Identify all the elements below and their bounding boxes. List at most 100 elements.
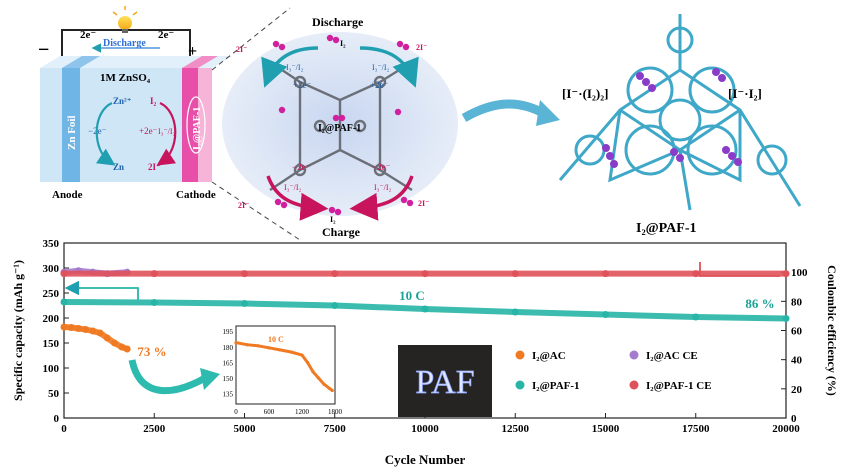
data-point bbox=[331, 302, 339, 309]
data-point bbox=[421, 270, 429, 278]
y-right-tick-label: 20 bbox=[791, 384, 803, 396]
legend-label: I₂@AC CE bbox=[646, 350, 698, 362]
inset-frame bbox=[235, 325, 336, 405]
x-tick-label: 10000 bbox=[411, 423, 439, 435]
inset-data-point bbox=[330, 388, 334, 393]
battery-schematic: 2e⁻ 2e⁻ Discharge − + Zn Foil I₂@PAF-1 1… bbox=[38, 6, 232, 201]
x-tick-label: 5000 bbox=[234, 423, 257, 435]
legend-marker bbox=[629, 380, 639, 390]
x-tick-label: 17500 bbox=[682, 423, 710, 435]
legend-label: I₂@PAF-1 CE bbox=[646, 380, 712, 392]
plus-terminal: + bbox=[188, 43, 197, 60]
inset-data-point bbox=[267, 346, 271, 350]
framework-name: I₂@PAF-1 bbox=[636, 221, 697, 236]
inset-data-point bbox=[278, 348, 282, 352]
led-photo bbox=[398, 345, 492, 417]
mech-2i-bl: 2I⁻ bbox=[238, 201, 249, 210]
data-point bbox=[60, 298, 68, 306]
framework-label-right: [I⁻·I₂] bbox=[728, 86, 762, 101]
mech-2i-br: 2I⁻ bbox=[418, 199, 429, 208]
mech-2i-tl: 2I⁻ bbox=[236, 45, 247, 54]
mech-2i-tr: 2I⁻ bbox=[416, 43, 427, 52]
data-point bbox=[60, 323, 68, 331]
data-point bbox=[602, 270, 609, 278]
data-point bbox=[511, 270, 519, 278]
data-point bbox=[123, 345, 131, 353]
mech-plus2e-right: +2e⁻ bbox=[370, 80, 389, 90]
mech-minus2e-right: −2e⁻ bbox=[372, 162, 391, 172]
legend-marker bbox=[629, 350, 639, 360]
cathode-plus2e-label: +2e⁻ bbox=[139, 126, 158, 136]
mech-i3-i2-tr: I₃⁻/I₂ bbox=[372, 63, 390, 72]
data-point bbox=[60, 270, 68, 278]
x-tick-label: 0 bbox=[61, 423, 67, 435]
y-right-tick-label: 40 bbox=[791, 355, 803, 367]
mechanism-panel: Discharge Charge 2I⁻ 2I⁻ 2I⁻ 2I⁻ I₂ I bbox=[222, 15, 458, 239]
framework-panel: [I⁻·(I₂)₂] [I⁻·I₂] I₂@PAF-1 bbox=[558, 14, 802, 236]
y-left-tick-label: 100 bbox=[43, 363, 60, 375]
inset-data-point bbox=[327, 386, 332, 390]
data-point bbox=[241, 300, 248, 307]
inset-data-point bbox=[311, 370, 315, 374]
legend-marker bbox=[515, 350, 525, 360]
mech-i2-top: I₂ bbox=[340, 39, 346, 48]
data-point bbox=[150, 270, 158, 278]
anode-label: Anode bbox=[52, 189, 83, 201]
y-left-tick-label: 0 bbox=[54, 413, 60, 425]
inset-y-tick-label: 195 bbox=[223, 328, 234, 336]
electrolyte-label: 1M ZnSO₄ bbox=[100, 72, 151, 84]
mechanism-center-label: I₂@PAF-1 bbox=[318, 123, 361, 134]
framework-label-left: [I⁻·(I₂)₂] bbox=[562, 86, 608, 101]
framework-structure bbox=[558, 14, 802, 211]
framework-iodine bbox=[602, 68, 742, 168]
y-left-tick-label: 250 bbox=[43, 288, 60, 300]
inset-data-point bbox=[300, 353, 304, 357]
series-line-0 bbox=[61, 324, 131, 352]
zn2plus-label: Zn²⁺ bbox=[113, 96, 132, 106]
mech-plus2e-left: +2e⁻ bbox=[293, 80, 312, 90]
data-point bbox=[82, 326, 90, 333]
discharge-arrow-right bbox=[359, 46, 419, 88]
data-point bbox=[89, 327, 97, 335]
y-left-tick-label: 50 bbox=[48, 388, 60, 400]
inset-data-point bbox=[316, 376, 321, 380]
inset-data-point bbox=[305, 360, 310, 364]
iodine-molecules bbox=[272, 34, 414, 216]
zn-foil-electrode bbox=[62, 68, 80, 182]
y-left-tick-label: 150 bbox=[43, 338, 60, 350]
legend-label: I₂@AC bbox=[532, 350, 566, 362]
data-point bbox=[782, 315, 790, 322]
inset-pointer-arrow bbox=[128, 359, 207, 395]
x-tick-label: 7500 bbox=[324, 423, 347, 435]
y-right-tick-label: 80 bbox=[791, 296, 803, 308]
x-axis-label: Cycle Number bbox=[385, 452, 466, 467]
retention-ac-label: 73 % bbox=[137, 344, 166, 359]
data-point bbox=[103, 334, 111, 342]
inset-pointer-arrowhead bbox=[200, 368, 220, 390]
data-point bbox=[96, 329, 104, 337]
data-point bbox=[118, 343, 126, 351]
zn-label: Zn bbox=[113, 162, 124, 172]
charge-arrow-left bbox=[266, 175, 329, 221]
transition-arrowhead bbox=[536, 100, 560, 126]
cycling-chart: 0 2500 5000 7500 10000 12500 15000 17500 2000005… bbox=[11, 238, 839, 467]
zn-foil-label: Zn Foil bbox=[66, 115, 78, 150]
inset-y-tick-label: 180 bbox=[223, 344, 234, 352]
paf-skeleton bbox=[269, 60, 413, 192]
mech-i3-i2-bl: I₃⁻/I₂ bbox=[284, 183, 302, 192]
inset-data-point bbox=[322, 382, 326, 386]
left-axis-pointer bbox=[64, 280, 139, 300]
data-point bbox=[782, 270, 790, 278]
mech-i3-i2-tl: I₃⁻/I₂ bbox=[286, 63, 304, 72]
cathode-i3-i2-label: I₃⁻/I₂ bbox=[158, 127, 176, 136]
inset-x-tick-label: 1200 bbox=[295, 408, 310, 416]
data-point bbox=[241, 270, 248, 278]
right-axis-pointer bbox=[699, 262, 780, 277]
cathode-2i-label: 2I⁻ bbox=[148, 162, 161, 172]
data-point bbox=[692, 270, 700, 278]
discharge-label: Discharge bbox=[103, 38, 146, 49]
y-left-tick-label: 350 bbox=[43, 238, 60, 250]
retention-paf-label: 86 % bbox=[745, 296, 774, 311]
inset-y-tick-label: 165 bbox=[223, 359, 234, 367]
